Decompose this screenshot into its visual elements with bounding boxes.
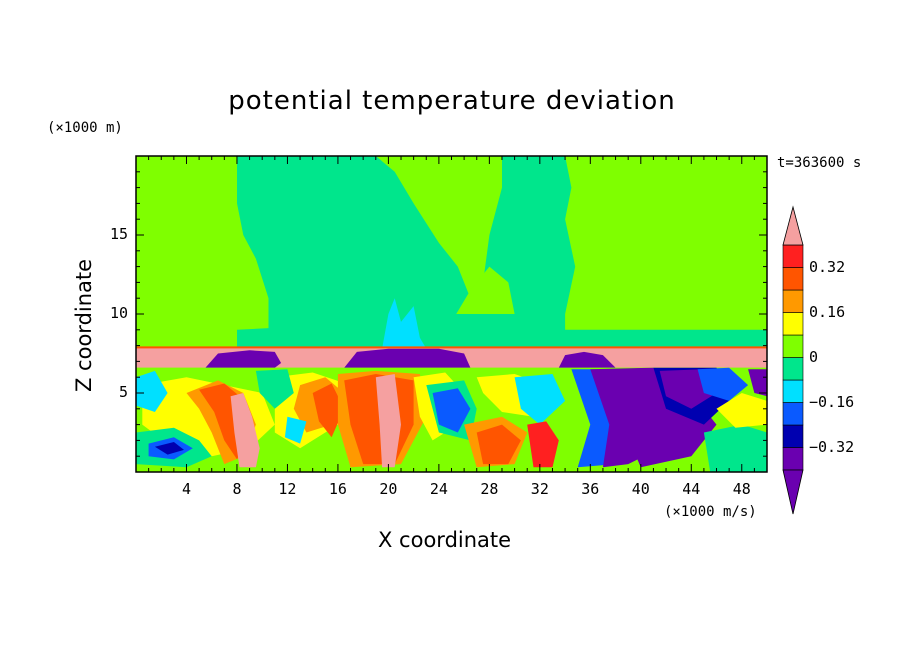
x-tick-label: 12 <box>278 480 297 498</box>
x-axis-ticks <box>148 156 755 472</box>
x-tick-label: 28 <box>480 480 499 498</box>
blob-red-2 <box>312 383 345 438</box>
x-unit-label: (×1000 m/s) <box>664 504 757 520</box>
colorbar-tick-label: 0 <box>809 347 819 366</box>
colorbar-segment <box>782 447 804 471</box>
x-tick-label: 40 <box>631 480 650 498</box>
x-tick-label: 36 <box>581 480 600 498</box>
blob-cyan-3 <box>284 416 307 444</box>
teal-band <box>237 314 767 352</box>
colorbar <box>782 205 804 515</box>
colorbar-segment <box>782 379 804 403</box>
colorbar-segment <box>782 402 804 426</box>
purple-lens-1 <box>205 350 282 368</box>
blob-teal-3 <box>703 424 767 472</box>
colorbar-tick-label: 0.32 <box>809 257 846 276</box>
purple-lens-3 <box>558 351 616 368</box>
colorbar-tick-label: −0.32 <box>809 437 855 456</box>
inversion-edge <box>136 346 767 349</box>
blob-yellow-5 <box>716 393 767 428</box>
chart-title: potential temperature deviation <box>228 86 676 116</box>
x-tick-label: 24 <box>429 480 448 498</box>
blob-red-4 <box>476 424 521 465</box>
colorbar-tick-label: 0.16 <box>809 302 846 321</box>
blob-cyan-2 <box>514 374 566 425</box>
x-tick-label: 44 <box>682 480 701 498</box>
x-axis-title: X coordinate <box>378 528 512 552</box>
y-unit-label: (×1000 m) <box>47 120 123 136</box>
blob-pink-1 <box>230 393 260 468</box>
colorbar-max-arrow <box>782 205 804 246</box>
blob-red-5 <box>527 421 559 468</box>
colorbar-segment <box>782 312 804 336</box>
x-tick-label: 32 <box>530 480 549 498</box>
blob-dark-1 <box>154 442 184 455</box>
colorbar-min-arrow <box>782 469 804 515</box>
heatmap-field <box>136 156 767 472</box>
colorbar-segment <box>782 424 804 448</box>
blob-blue-4 <box>697 367 749 401</box>
colorbar-tick-label: −0.16 <box>809 392 855 411</box>
x-tick-label: 20 <box>379 480 398 498</box>
time-label: t=363600 s <box>777 155 862 171</box>
colorbar-segment <box>782 267 804 291</box>
blob-pink-2 <box>375 374 401 468</box>
blob-blue-2 <box>432 388 471 433</box>
blob-cyan-1 <box>136 370 168 412</box>
y-tick-label: 15 <box>109 225 128 243</box>
colorbar-segment <box>782 357 804 381</box>
cyan-spike <box>382 298 427 349</box>
x-tick-label: 48 <box>732 480 751 498</box>
colorbar-segment <box>782 334 804 358</box>
teal-plume-left <box>237 156 502 346</box>
colorbar-segment <box>782 289 804 313</box>
blob-teal-4 <box>255 369 294 409</box>
x-tick-label: 16 <box>328 480 347 498</box>
y-tick-label: 5 <box>118 383 128 401</box>
y-tick-label: 10 <box>109 304 128 322</box>
y-axis-ticks <box>136 171 767 457</box>
purple-lens-2 <box>344 348 471 368</box>
x-tick-label: 4 <box>181 480 191 498</box>
colorbar-segment <box>782 244 804 268</box>
blob-purple-4 <box>748 369 767 397</box>
x-tick-label: 8 <box>232 480 242 498</box>
